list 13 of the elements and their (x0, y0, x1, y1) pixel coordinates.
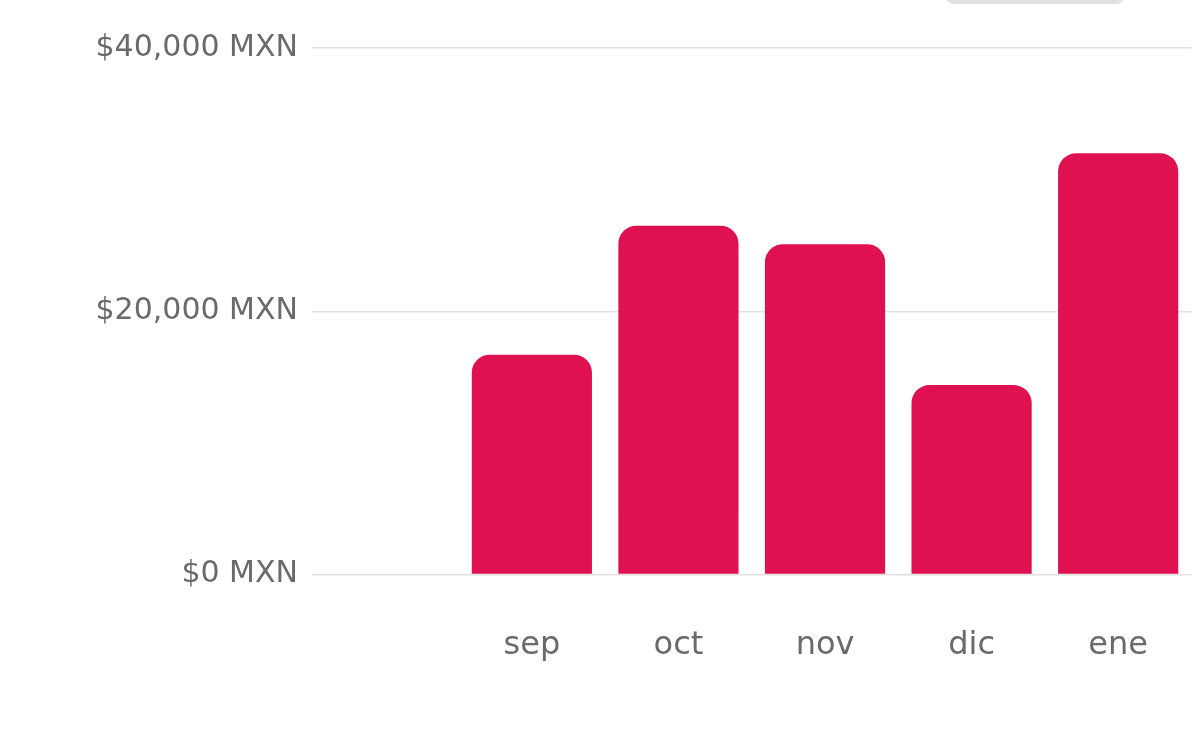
x-tick-label: ene (1088, 624, 1148, 663)
bar (471, 354, 592, 574)
y-tick-label: $0 MXN (181, 554, 298, 590)
bar (764, 244, 886, 574)
y-tick-label: $20,000 MXN (95, 291, 298, 327)
x-tick-label: dic (948, 624, 995, 663)
y-tick-label: $40,000 MXN (95, 27, 298, 63)
bar (1058, 153, 1179, 574)
bar (911, 385, 1032, 574)
bar (618, 225, 739, 574)
x-tick-label: sep (503, 624, 561, 663)
x-tick-label: nov (795, 624, 855, 663)
x-tick-label: oct (653, 624, 704, 663)
